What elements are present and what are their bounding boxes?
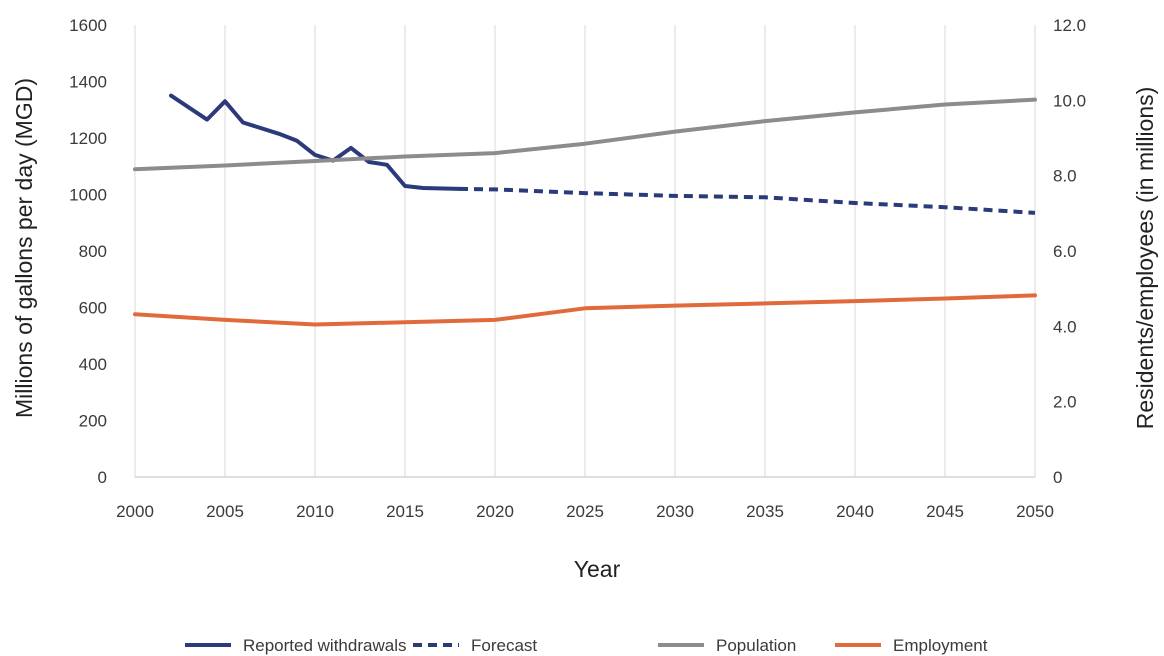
y-left-tick-label: 200: [79, 412, 107, 431]
y-axis-left-title: Millions of gallons per day (MGD): [11, 78, 37, 418]
x-tick-label: 2050: [1016, 502, 1054, 521]
series-line-employment: [133, 293, 1037, 327]
y-right-tick-label: 6.0: [1053, 242, 1077, 261]
series-line-forecast: [458, 186, 1036, 215]
y-right-tick-label: 12.0: [1053, 16, 1086, 35]
y-right-tick-label: 10.0: [1053, 91, 1086, 110]
legend: Reported withdrawals Forecast Population Em…: [185, 636, 988, 655]
y-right-tick-label: 0: [1053, 468, 1062, 487]
y-left-tick-label: 800: [79, 242, 107, 261]
legend-label: Forecast: [471, 636, 537, 655]
series-line-reported-withdrawals: [169, 93, 461, 191]
y-right-tick-label: 2.0: [1053, 393, 1077, 412]
y-right-tick-label: 8.0: [1053, 167, 1077, 186]
x-tick-label: 2005: [206, 502, 244, 521]
x-tick-label: 2035: [746, 502, 784, 521]
x-tick-label: 2000: [116, 502, 154, 521]
x-tick-label: 2025: [566, 502, 604, 521]
x-tick-label: 2010: [296, 502, 334, 521]
y-left-tick-label: 0: [98, 468, 107, 487]
x-tick-label: 2040: [836, 502, 874, 521]
y-left-tick-label: 1200: [69, 129, 107, 148]
y-axis-right-title: Residents/employees (in millions): [1132, 87, 1158, 430]
grid-layer: [134, 25, 1036, 478]
x-tick-label: 2030: [656, 502, 694, 521]
y-right-tick-label: 4.0: [1053, 317, 1077, 336]
series-line-population: [133, 97, 1037, 172]
tick-layer: 2000 2005 2010 2015 2020 2025 2030 2035 2040 2045…: [69, 16, 1086, 521]
x-tick-label: 2020: [476, 502, 514, 521]
x-tick-label: 2045: [926, 502, 964, 521]
series-layer: [133, 93, 1037, 327]
y-left-tick-label: 1600: [69, 16, 107, 35]
y-left-tick-label: 600: [79, 299, 107, 318]
y-left-tick-label: 400: [79, 355, 107, 374]
legend-label: Employment: [893, 636, 988, 655]
x-tick-label: 2015: [386, 502, 424, 521]
x-axis-title: Year: [574, 556, 621, 582]
y-left-tick-label: 1000: [69, 186, 107, 205]
legend-label: Population: [716, 636, 796, 655]
y-left-tick-label: 1400: [69, 73, 107, 92]
legend-label: Reported withdrawals: [243, 636, 406, 655]
